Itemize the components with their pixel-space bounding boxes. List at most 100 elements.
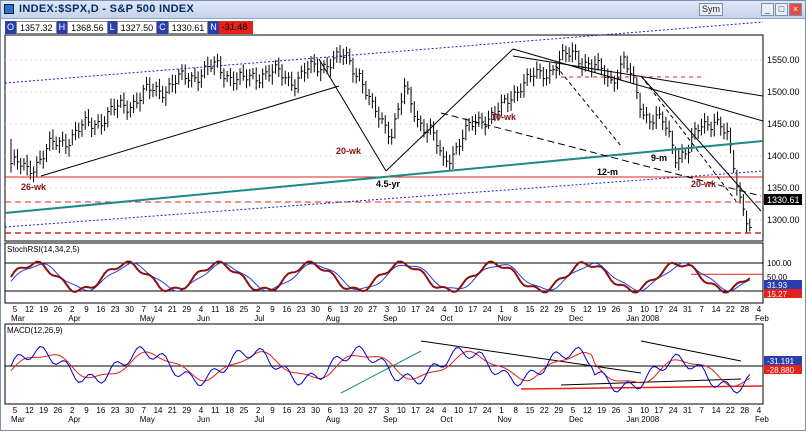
date-axis-day: 3: [385, 406, 390, 415]
date-axis-day: 9: [84, 305, 89, 314]
date-axis-month: Jun: [197, 314, 210, 323]
date-axis-day: 13: [340, 305, 349, 314]
date-axis-day: 21: [168, 305, 177, 314]
date-axis-day: 22: [540, 305, 549, 314]
date-axis-day: 31: [683, 305, 692, 314]
cycle-annotation: 26-wk: [21, 182, 47, 192]
date-axis-day: 10: [397, 406, 406, 415]
symbol-button[interactable]: Sym: [699, 3, 723, 16]
stochrsi-line: [10, 260, 751, 294]
date-axis-day: 10: [640, 305, 649, 314]
date-axis-day: 9: [270, 406, 275, 415]
date-axis-month: Mar: [11, 415, 25, 424]
dashed-9m-line: [640, 75, 737, 202]
date-axis-day: 14: [154, 305, 163, 314]
date-axis-day: 14: [154, 406, 163, 415]
date-axis-day: 25: [239, 305, 248, 314]
date-axis-day: 24: [425, 305, 434, 314]
quote-bar: O 1357.32 H 1368.56 L 1327.50 C 1330.61 …: [5, 21, 253, 34]
date-axis-day: 23: [297, 406, 306, 415]
date-axis-month: May: [140, 314, 155, 323]
date-axis-day: 17: [654, 305, 663, 314]
date-axis-day: 4: [199, 406, 204, 415]
minimize-button[interactable]: _: [761, 3, 774, 16]
date-axis-day: 7: [142, 305, 147, 314]
down-trendline-3: [640, 75, 762, 212]
date-axis-day: 26: [611, 406, 620, 415]
date-axis-day: 11: [211, 305, 220, 314]
date-axis-day: 1: [499, 406, 504, 415]
high-label: H: [56, 21, 68, 34]
date-axis-day: 28: [740, 406, 749, 415]
date-axis-day: 5: [571, 305, 576, 314]
price-tick-label: 1350.00: [767, 183, 800, 193]
date-axis-day: 16: [96, 406, 105, 415]
date-axis-month: Jan 2008: [626, 415, 659, 424]
cycle-line-1: [40, 85, 340, 177]
date-axis-day: 30: [311, 406, 320, 415]
date-axis-day: 17: [468, 406, 477, 415]
date-axis-day: 14: [712, 406, 721, 415]
close-label: C: [157, 21, 168, 34]
low-label: L: [107, 21, 117, 34]
date-axis-month: Feb: [755, 314, 769, 323]
date-axis-day: 3: [385, 305, 390, 314]
date-axis-day: 6: [328, 406, 333, 415]
stochrsi-panel[interactable]: [4, 242, 764, 304]
macd-label: MACD(12,26,9): [7, 326, 63, 335]
high-value: 1368.56: [67, 21, 108, 34]
date-axis-day: 22: [726, 305, 735, 314]
date-axis-month: Dec: [569, 314, 583, 323]
title-bar[interactable]: INDEX:$SPX,D - S&P 500 INDEX Sym _ □ ×: [1, 1, 805, 19]
date-axis-day: 1: [499, 305, 504, 314]
date-axis-day: 8: [514, 305, 519, 314]
stoch-signal-value-tag: 15.27: [767, 290, 788, 299]
price-tick-label: 1450.00: [767, 119, 800, 129]
macd-value-tag: -31.191: [767, 357, 795, 366]
last-price-tag: 1330.61: [767, 195, 800, 205]
open-value: 1357.32: [16, 21, 57, 34]
date-axis-day: 3: [628, 305, 633, 314]
upper-channel-line: [4, 21, 764, 84]
date-axis-day: 2: [70, 406, 75, 415]
chart-app-icon: [4, 4, 14, 14]
date-axis-day: 23: [111, 305, 120, 314]
date-axis-day: 18: [225, 406, 234, 415]
date-axis-day: 25: [239, 406, 248, 415]
open-label: O: [5, 21, 17, 34]
down-trendline-1: [512, 48, 764, 122]
date-axis-day: 12: [583, 305, 592, 314]
date-axis-day: 20: [354, 406, 363, 415]
date-axis-day: 24: [483, 305, 492, 314]
date-axis-day: 2: [256, 406, 261, 415]
date-axis-day: 24: [483, 406, 492, 415]
date-axis-day: 22: [726, 406, 735, 415]
macd-panel[interactable]: [4, 323, 764, 405]
macd-trendline-teal: [340, 350, 422, 394]
date-axis-day: 30: [311, 305, 320, 314]
date-axis-day: 11: [211, 406, 220, 415]
date-axis-day: 2: [70, 305, 75, 314]
window-title: INDEX:$SPX,D - S&P 500 INDEX: [19, 3, 195, 15]
cycle-annotation: 9-m: [651, 153, 667, 163]
net-change-value: -31.48: [218, 21, 253, 34]
date-axis-day: 22: [540, 406, 549, 415]
date-axis-day: 4: [757, 406, 762, 415]
stoch-tag-bg: [764, 280, 802, 289]
price-panel[interactable]: [4, 34, 764, 242]
date-axis-day: 13: [340, 406, 349, 415]
date-axis-day: 10: [640, 406, 649, 415]
date-axis-day: 24: [425, 406, 434, 415]
macd-signal-value-tag: -28.880: [767, 366, 795, 375]
date-axis-day: 29: [554, 305, 563, 314]
maximize-button[interactable]: □: [775, 3, 788, 16]
date-axis-month: Mar: [11, 314, 25, 323]
date-axis-day: 12: [25, 406, 34, 415]
close-button[interactable]: ×: [789, 3, 802, 16]
date-axis-day: 8: [514, 406, 519, 415]
macd-red-support: [520, 385, 764, 390]
cycle-annotation: 20-wk: [336, 146, 362, 156]
date-axis-day: 23: [111, 406, 120, 415]
